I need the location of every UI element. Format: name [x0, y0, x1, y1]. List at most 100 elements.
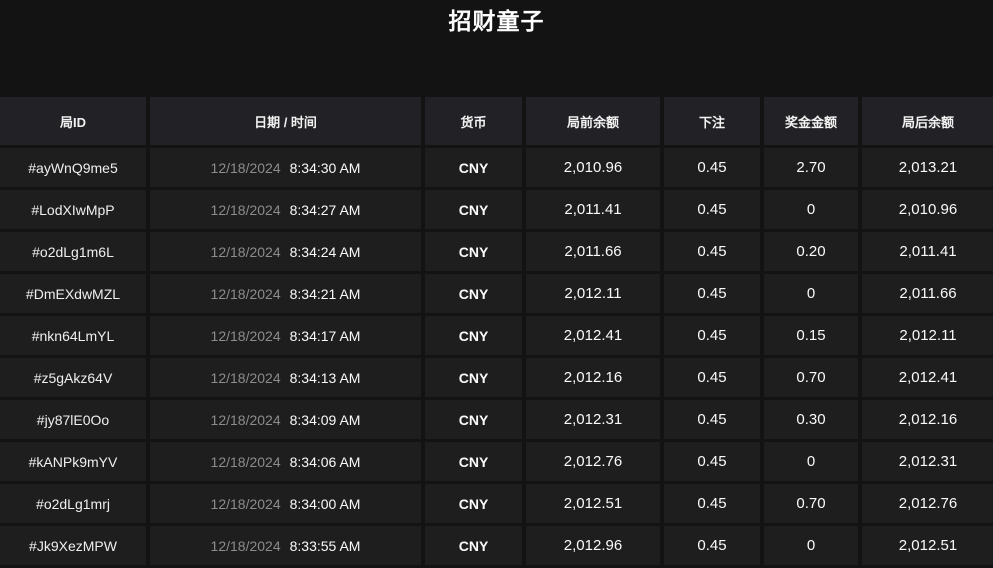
cell-game-id: #z5gAkz64V [0, 358, 146, 397]
header-prize: 奖金金额 [764, 97, 858, 145]
cell-balance-after: 2,012.11 [862, 316, 993, 355]
date-text: 12/18/2024 [210, 243, 281, 260]
cell-balance-after: 2,012.41 [862, 358, 993, 397]
time-text: 8:34:24 AM [289, 243, 361, 260]
cell-balance-after: 2,012.16 [862, 400, 993, 439]
cell-game-id: #DmEXdwMZL [0, 274, 146, 313]
cell-bet: 0.45 [664, 400, 760, 439]
time-text: 8:34:17 AM [289, 327, 361, 344]
cell-balance-before: 2,012.41 [526, 316, 660, 355]
time-text: 8:34:00 AM [289, 495, 361, 512]
table-row: #nkn64LmYL 12/18/2024 8:34:17 AM CNY 2,01… [0, 316, 993, 355]
table-row: #jy87lE0Oo 12/18/2024 8:34:09 AM CNY 2,01… [0, 400, 993, 439]
cell-game-id: #ayWnQ9me5 [0, 148, 146, 187]
table-header-row: 局ID 日期 / 时间 货币 局前余额 下注 奖金金额 局后余额 [0, 97, 993, 145]
header-game-id: 局ID [0, 97, 146, 145]
date-text: 12/18/2024 [210, 327, 281, 344]
cell-currency: CNY [425, 232, 522, 271]
cell-currency: CNY [425, 190, 522, 229]
cell-bet: 0.45 [664, 232, 760, 271]
cell-datetime: 12/18/2024 8:34:09 AM [150, 400, 421, 439]
cell-bet: 0.45 [664, 526, 760, 565]
date-text: 12/18/2024 [210, 495, 281, 512]
cell-balance-before: 2,010.96 [526, 148, 660, 187]
header-balance-before: 局前余额 [526, 97, 660, 145]
cell-balance-before: 2,012.51 [526, 484, 660, 523]
cell-balance-before: 2,012.76 [526, 442, 660, 481]
time-text: 8:33:55 AM [289, 537, 361, 554]
cell-prize: 0.70 [764, 358, 858, 397]
cell-prize: 0 [764, 442, 858, 481]
cell-balance-before: 2,012.31 [526, 400, 660, 439]
cell-prize: 0 [764, 190, 858, 229]
date-text: 12/18/2024 [210, 411, 281, 428]
table-row: #Jk9XezMPW 12/18/2024 8:33:55 AM CNY 2,01… [0, 526, 993, 565]
cell-game-id: #o2dLg1m6L [0, 232, 146, 271]
cell-game-id: #nkn64LmYL [0, 316, 146, 355]
cell-balance-before: 2,012.96 [526, 526, 660, 565]
cell-datetime: 12/18/2024 8:33:55 AM [150, 526, 421, 565]
table-row: #LodXIwMpP 12/18/2024 8:34:27 AM CNY 2,01… [0, 190, 993, 229]
cell-bet: 0.45 [664, 316, 760, 355]
cell-datetime: 12/18/2024 8:34:17 AM [150, 316, 421, 355]
cell-balance-before: 2,011.41 [526, 190, 660, 229]
cell-currency: CNY [425, 274, 522, 313]
cell-balance-after: 2,011.66 [862, 274, 993, 313]
cell-datetime: 12/18/2024 8:34:21 AM [150, 274, 421, 313]
cell-balance-before: 2,011.66 [526, 232, 660, 271]
cell-datetime: 12/18/2024 8:34:24 AM [150, 232, 421, 271]
cell-game-id: #Jk9XezMPW [0, 526, 146, 565]
cell-prize: 0 [764, 526, 858, 565]
header-bet: 下注 [664, 97, 760, 145]
time-text: 8:34:13 AM [289, 369, 361, 386]
time-text: 8:34:09 AM [289, 411, 361, 428]
cell-balance-after: 2,010.96 [862, 190, 993, 229]
date-text: 12/18/2024 [210, 537, 281, 554]
cell-bet: 0.45 [664, 358, 760, 397]
cell-currency: CNY [425, 442, 522, 481]
table-row: #DmEXdwMZL 12/18/2024 8:34:21 AM CNY 2,01… [0, 274, 993, 313]
cell-prize: 0.20 [764, 232, 858, 271]
cell-currency: CNY [425, 358, 522, 397]
date-text: 12/18/2024 [210, 453, 281, 470]
cell-datetime: 12/18/2024 8:34:13 AM [150, 358, 421, 397]
cell-balance-after: 2,012.76 [862, 484, 993, 523]
cell-balance-after: 2,011.41 [862, 232, 993, 271]
date-text: 12/18/2024 [210, 285, 281, 302]
cell-bet: 0.45 [664, 274, 760, 313]
cell-prize: 0.70 [764, 484, 858, 523]
cell-currency: CNY [425, 484, 522, 523]
table-row: #z5gAkz64V 12/18/2024 8:34:13 AM CNY 2,01… [0, 358, 993, 397]
cell-balance-after: 2,012.31 [862, 442, 993, 481]
cell-bet: 0.45 [664, 148, 760, 187]
cell-balance-after: 2,012.51 [862, 526, 993, 565]
cell-prize: 2.70 [764, 148, 858, 187]
table-row: #ayWnQ9me5 12/18/2024 8:34:30 AM CNY 2,01… [0, 148, 993, 187]
cell-currency: CNY [425, 316, 522, 355]
date-text: 12/18/2024 [210, 159, 281, 176]
cell-game-id: #LodXIwMpP [0, 190, 146, 229]
cell-datetime: 12/18/2024 8:34:06 AM [150, 442, 421, 481]
table-row: #o2dLg1mrj 12/18/2024 8:34:00 AM CNY 2,01… [0, 484, 993, 523]
time-text: 8:34:27 AM [289, 201, 361, 218]
cell-game-id: #jy87lE0Oo [0, 400, 146, 439]
header-balance-after: 局后余额 [862, 97, 993, 145]
time-text: 8:34:21 AM [289, 285, 361, 302]
cell-balance-after: 2,013.21 [862, 148, 993, 187]
page-title: 招财童子 [448, 8, 545, 34]
time-text: 8:34:06 AM [289, 453, 361, 470]
history-table: 局ID 日期 / 时间 货币 局前余额 下注 奖金金额 局后余额 #ayWnQ9… [0, 94, 993, 568]
cell-prize: 0.30 [764, 400, 858, 439]
cell-prize: 0 [764, 274, 858, 313]
table-row: #kANPk9mYV 12/18/2024 8:34:06 AM CNY 2,01… [0, 442, 993, 481]
header-datetime: 日期 / 时间 [150, 97, 421, 145]
table-row: #o2dLg1m6L 12/18/2024 8:34:24 AM CNY 2,01… [0, 232, 993, 271]
date-text: 12/18/2024 [210, 201, 281, 218]
cell-currency: CNY [425, 526, 522, 565]
cell-balance-before: 2,012.11 [526, 274, 660, 313]
cell-bet: 0.45 [664, 484, 760, 523]
cell-datetime: 12/18/2024 8:34:27 AM [150, 190, 421, 229]
cell-bet: 0.45 [664, 442, 760, 481]
cell-balance-before: 2,012.16 [526, 358, 660, 397]
cell-currency: CNY [425, 148, 522, 187]
